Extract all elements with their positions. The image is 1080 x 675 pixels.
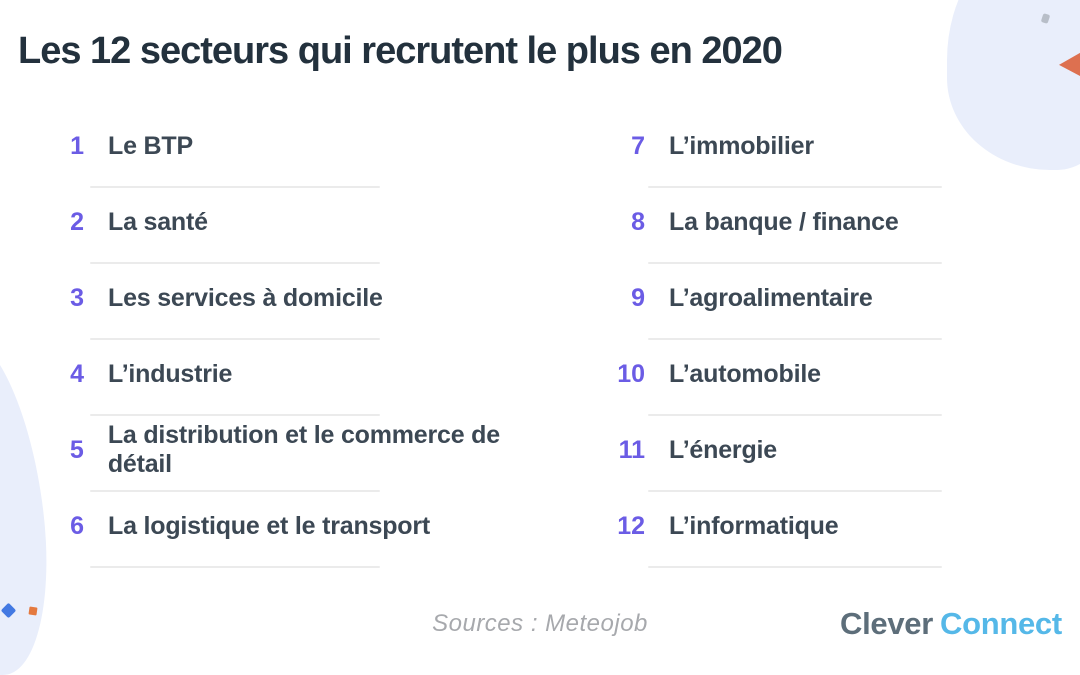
sector-row: 10 L’automobile: [612, 340, 947, 416]
row-divider: [90, 262, 380, 264]
sector-label: L’automobile: [669, 359, 821, 388]
sector-rank: 10: [617, 359, 645, 388]
row-divider: [648, 566, 942, 568]
sector-label: L’énergie: [669, 435, 777, 464]
sector-row: 8 La banque / finance: [612, 188, 947, 264]
sector-label: La distribution et le commerce de détail: [107, 421, 500, 478]
row-divider: [90, 338, 380, 340]
sector-rank: 12: [617, 511, 645, 540]
row-divider: [648, 262, 942, 264]
sector-label: Les services à domicile: [108, 283, 383, 312]
sector-rank: 5: [69, 435, 84, 464]
sector-label: L’immobilier: [669, 131, 814, 160]
row-divider: [648, 490, 942, 492]
sector-row: 3 Les services à domicile: [62, 264, 567, 340]
sector-rank: 7: [631, 131, 645, 160]
sector-list-left: 1 Le BTP 2 La santé 3 Les services à domicile…: [62, 112, 567, 568]
sector-row: 12 L’informatique: [612, 492, 947, 568]
sector-rank: 2: [70, 207, 84, 236]
sector-row: 11 L’énergie: [612, 416, 947, 492]
sector-rank: 1: [70, 131, 84, 160]
row-divider: [648, 186, 942, 188]
sector-rank: 8: [631, 207, 645, 236]
sector-label: La banque / finance: [669, 207, 899, 236]
sources-note: Sources : Meteojob: [432, 610, 648, 637]
row-divider: [90, 490, 380, 492]
row-divider: [90, 414, 380, 416]
row-divider: [90, 186, 380, 188]
brand-name-clever: Clever: [840, 606, 933, 641]
sector-label: L’industrie: [108, 359, 233, 388]
sector-label: Le BTP: [108, 131, 193, 160]
page-title: Les 12 secteurs qui recrutent le plus en…: [18, 30, 783, 72]
sector-rank: 3: [70, 283, 84, 312]
sector-rank: 6: [70, 511, 84, 540]
sector-row: 9 L’agroalimentaire: [612, 264, 947, 340]
row-divider: [648, 414, 942, 416]
sector-rank: 4: [70, 359, 84, 388]
sector-rank: 11: [618, 435, 645, 464]
decorative-blob-top-right: [947, 0, 1080, 170]
sector-row: 4 L’industrie: [62, 340, 567, 416]
sector-rank: 9: [631, 283, 645, 312]
brand-logo: Clever Connect: [840, 606, 1062, 642]
sector-label: La santé: [108, 207, 208, 236]
sector-label: La logistique et le transport: [108, 511, 431, 540]
sector-label: L’agroalimentaire: [669, 283, 873, 312]
row-divider: [90, 566, 380, 568]
row-divider: [648, 338, 942, 340]
brand-name-connect: Connect: [940, 606, 1062, 641]
sector-list-right: 7 L’immobilier 8 La banque / finance 9 L’agro…: [612, 112, 947, 568]
sector-row: 5 La distribution et le commerce de détai…: [62, 416, 567, 492]
sector-row: 6 La logistique et le transport: [62, 492, 567, 568]
sector-row: 1 Le BTP: [62, 112, 567, 188]
sector-row: 7 L’immobilier: [612, 112, 947, 188]
sector-label: L’informatique: [669, 511, 839, 540]
sector-row: 2 La santé: [62, 188, 567, 264]
